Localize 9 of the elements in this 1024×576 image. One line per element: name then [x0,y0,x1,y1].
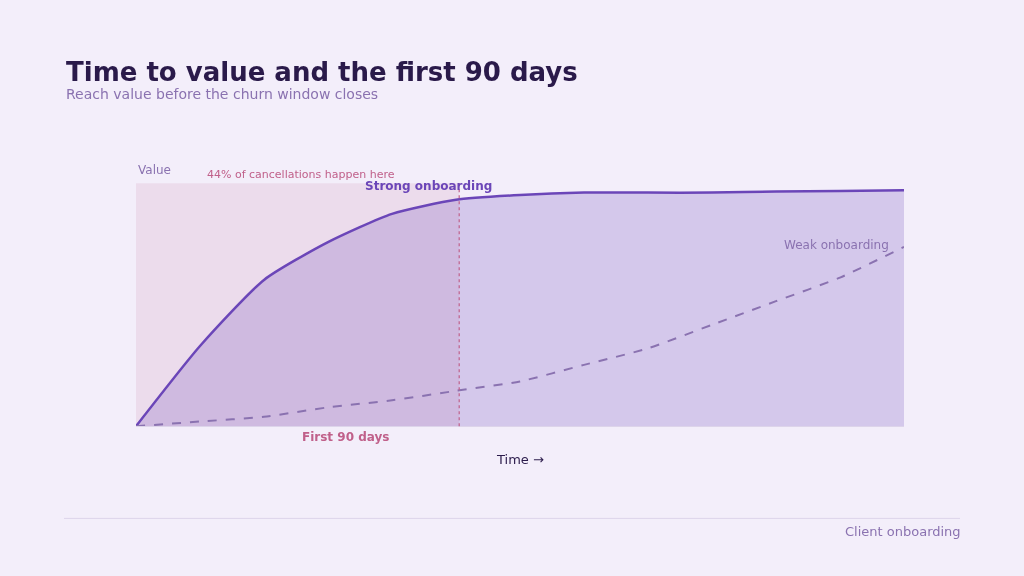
text: Client onboarding [845,524,961,539]
series-label: Weak onboarding [784,238,889,252]
chart-subtitle: Reach value before the churn window closes [66,86,379,102]
x-axis-title: Time → [496,452,544,467]
text: 44% of cancellations happen here [207,168,395,181]
series-label: Strong onboarding [365,179,493,193]
chart-title: Time to value and the first 90 days [66,57,578,87]
text: First 90 days [302,430,390,444]
y-axis-title: Value [138,163,171,177]
